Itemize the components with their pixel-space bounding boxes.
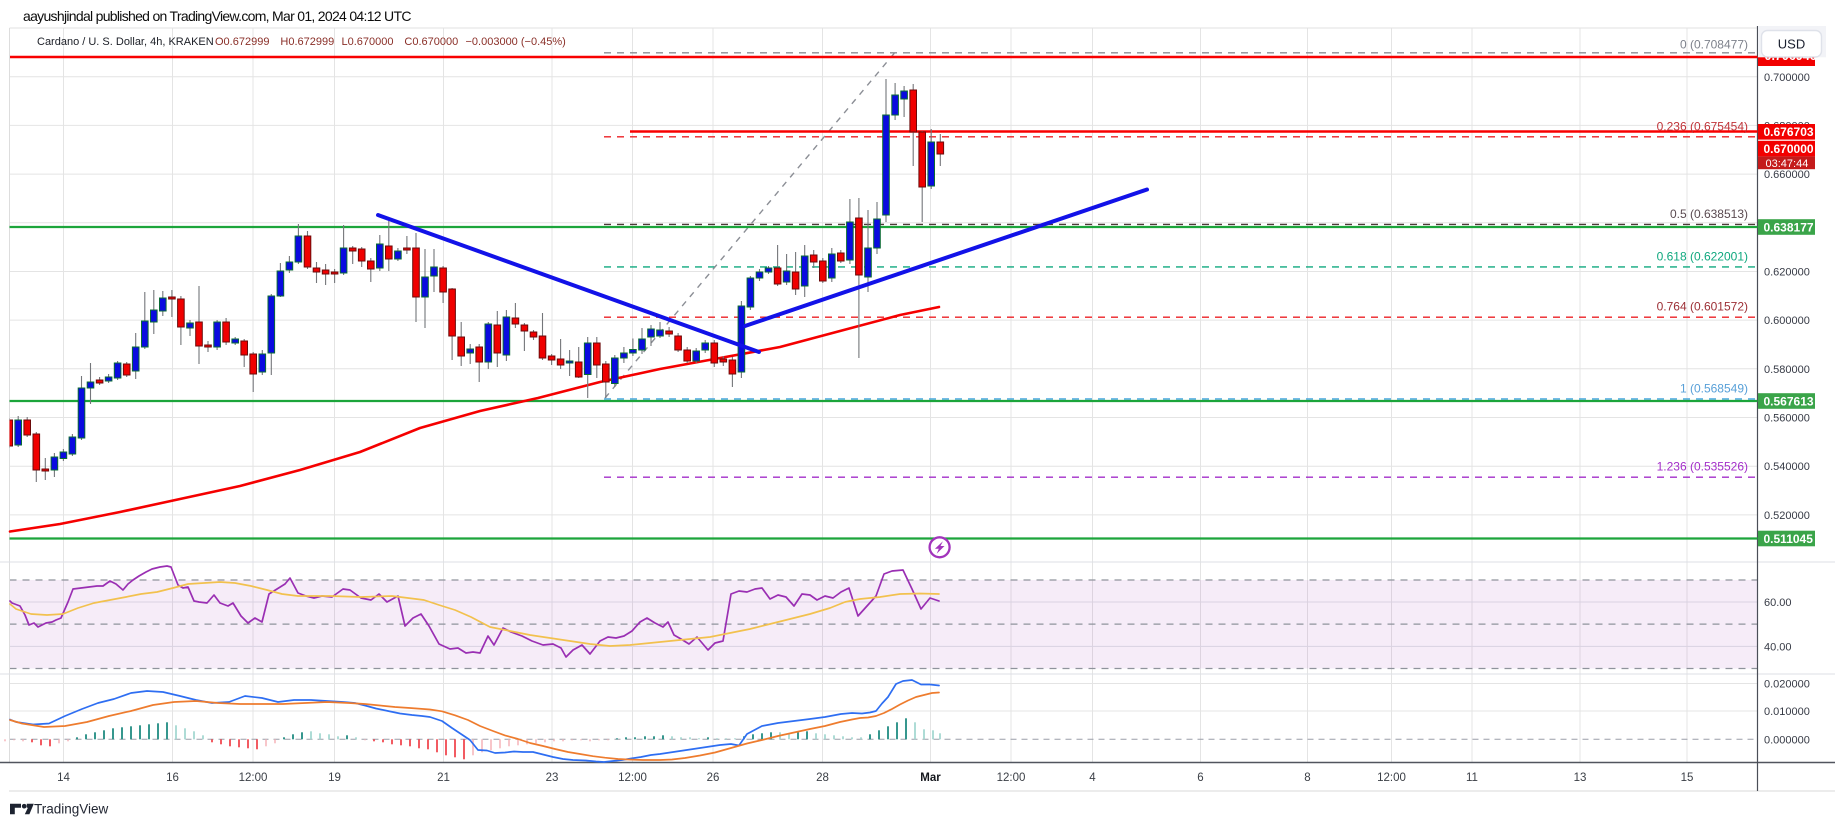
svg-text:aayushjindal published on Trad: aayushjindal published on TradingView.co… xyxy=(23,8,411,24)
svg-text:0.236 (0.675454): 0.236 (0.675454) xyxy=(1657,119,1748,133)
svg-text:O0.672999: O0.672999 xyxy=(215,36,269,48)
svg-text:0.764 (0.601572): 0.764 (0.601572) xyxy=(1657,300,1748,314)
svg-text:0.5 (0.638513): 0.5 (0.638513) xyxy=(1670,207,1748,221)
svg-text:03:47:44: 03:47:44 xyxy=(1766,158,1809,170)
svg-text:TradingView: TradingView xyxy=(34,802,109,817)
svg-text:11: 11 xyxy=(1466,772,1478,784)
svg-text:H0.672999: H0.672999 xyxy=(280,36,334,48)
svg-text:0.511045: 0.511045 xyxy=(1764,532,1814,546)
svg-text:L0.670000: L0.670000 xyxy=(342,36,394,48)
svg-text:0.670000: 0.670000 xyxy=(1764,142,1814,156)
svg-text:0 (0.708477): 0 (0.708477) xyxy=(1680,37,1748,51)
svg-text:0.520000: 0.520000 xyxy=(1764,510,1810,522)
svg-text:12:00: 12:00 xyxy=(1377,772,1406,784)
svg-text:12:00: 12:00 xyxy=(997,772,1026,784)
svg-text:−0.003000 (−0.45%): −0.003000 (−0.45%) xyxy=(466,36,566,48)
svg-text:8: 8 xyxy=(1304,772,1310,784)
svg-text:0.638177: 0.638177 xyxy=(1764,220,1814,234)
svg-text:0.567613: 0.567613 xyxy=(1764,394,1814,408)
svg-text:16: 16 xyxy=(166,772,179,784)
svg-text:26: 26 xyxy=(707,772,720,784)
svg-text:0.660000: 0.660000 xyxy=(1764,169,1810,181)
svg-text:0.560000: 0.560000 xyxy=(1764,413,1810,425)
svg-text:14: 14 xyxy=(57,772,70,784)
svg-text:6: 6 xyxy=(1197,772,1203,784)
svg-text:0.618 (0.622001): 0.618 (0.622001) xyxy=(1657,249,1748,263)
svg-text:USD: USD xyxy=(1778,37,1805,52)
svg-text:12:00: 12:00 xyxy=(239,772,268,784)
svg-text:0.600000: 0.600000 xyxy=(1764,315,1810,327)
svg-text:0.000000: 0.000000 xyxy=(1764,734,1810,746)
svg-text:0.020000: 0.020000 xyxy=(1764,679,1810,691)
svg-text:1 (0.568549): 1 (0.568549) xyxy=(1680,382,1748,396)
svg-text:0.540000: 0.540000 xyxy=(1764,461,1810,473)
svg-text:4: 4 xyxy=(1089,772,1096,784)
svg-text:Mar: Mar xyxy=(920,772,941,784)
svg-text:0.580000: 0.580000 xyxy=(1764,364,1810,376)
svg-text:0.676703: 0.676703 xyxy=(1764,125,1814,139)
svg-text:23: 23 xyxy=(546,772,559,784)
svg-text:21: 21 xyxy=(437,772,450,784)
svg-text:13: 13 xyxy=(1574,772,1587,784)
svg-text:0.620000: 0.620000 xyxy=(1764,267,1810,279)
svg-text:40.00: 40.00 xyxy=(1764,641,1792,653)
svg-text:0.700000: 0.700000 xyxy=(1764,72,1810,84)
svg-text:1.236 (0.535526): 1.236 (0.535526) xyxy=(1657,460,1748,474)
svg-text:Cardano / U. S. Dollar, 4h, KR: Cardano / U. S. Dollar, 4h, KRAKEN xyxy=(37,36,214,48)
svg-text:15: 15 xyxy=(1681,772,1694,784)
svg-text:19: 19 xyxy=(328,772,341,784)
svg-text:12:00: 12:00 xyxy=(618,772,647,784)
svg-text:0.010000: 0.010000 xyxy=(1764,706,1810,718)
svg-text:C0.670000: C0.670000 xyxy=(404,36,458,48)
svg-text:60.00: 60.00 xyxy=(1764,597,1792,609)
svg-text:28: 28 xyxy=(816,772,829,784)
